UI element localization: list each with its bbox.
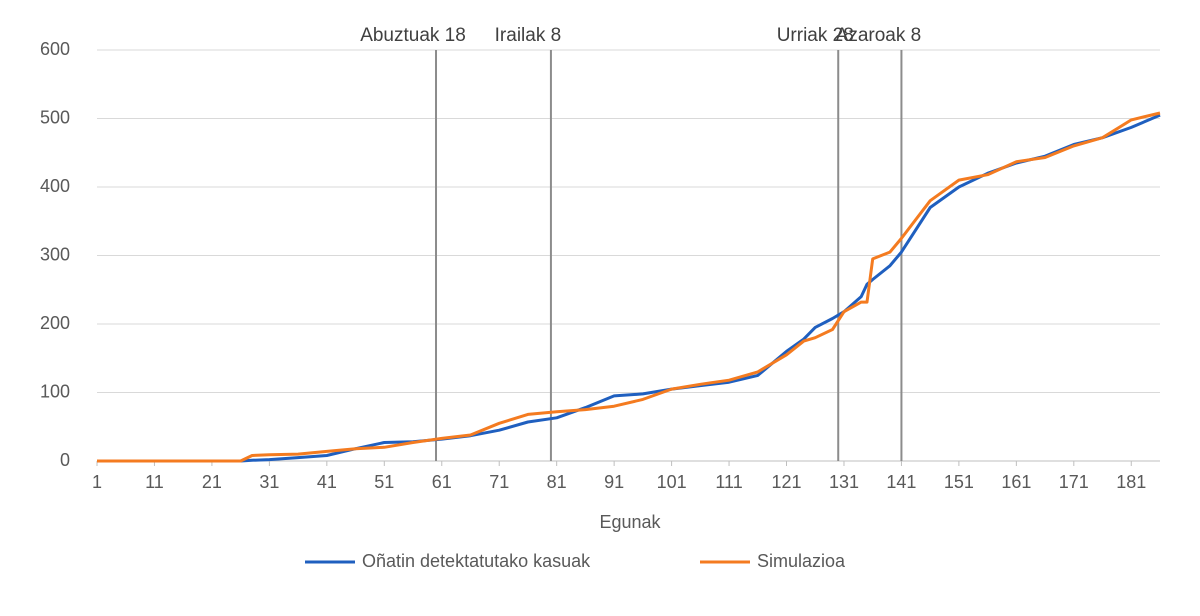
series-line (97, 113, 1161, 463)
y-tick-label: 100 (40, 381, 70, 401)
x-tick-label: 181 (1116, 472, 1146, 492)
y-tick-label: 500 (40, 107, 70, 127)
x-tick-label: 31 (259, 472, 279, 492)
marker-label: Irailak 8 (495, 25, 562, 46)
x-tick-label: 171 (1059, 472, 1089, 492)
x-tick-label: 61 (432, 472, 452, 492)
series-line (97, 111, 1161, 463)
x-tick-label: 161 (1001, 472, 1031, 492)
x-tick-label: 21 (202, 472, 222, 492)
y-tick-label: 300 (40, 244, 70, 264)
x-tick-label: 141 (886, 472, 916, 492)
x-tick-label: 51 (374, 472, 394, 492)
marker-label: Azaroak 8 (836, 25, 922, 46)
marker-label: Abuztuak 18 (360, 25, 466, 46)
x-tick-label: 131 (829, 472, 859, 492)
legend-label: Oñatin detektatutako kasuak (362, 551, 591, 571)
x-tick-label: 121 (771, 472, 801, 492)
x-tick-label: 91 (604, 472, 624, 492)
legend-label: Simulazioa (757, 551, 846, 571)
x-tick-label: 1 (92, 472, 102, 492)
x-tick-label: 81 (547, 472, 567, 492)
x-tick-label: 11 (145, 472, 164, 492)
x-axis-label: Egunak (599, 512, 661, 532)
y-tick-label: 400 (40, 176, 70, 196)
y-tick-label: 600 (40, 39, 70, 59)
x-tick-label: 71 (489, 472, 509, 492)
marker-label: Urriak 28 (777, 25, 854, 46)
y-tick-label: 200 (40, 313, 70, 333)
x-tick-label: 41 (317, 472, 337, 492)
x-tick-label: 151 (944, 472, 974, 492)
y-tick-label: 0 (60, 450, 70, 470)
x-tick-label: 111 (715, 472, 742, 492)
x-tick-label: 101 (657, 472, 687, 492)
